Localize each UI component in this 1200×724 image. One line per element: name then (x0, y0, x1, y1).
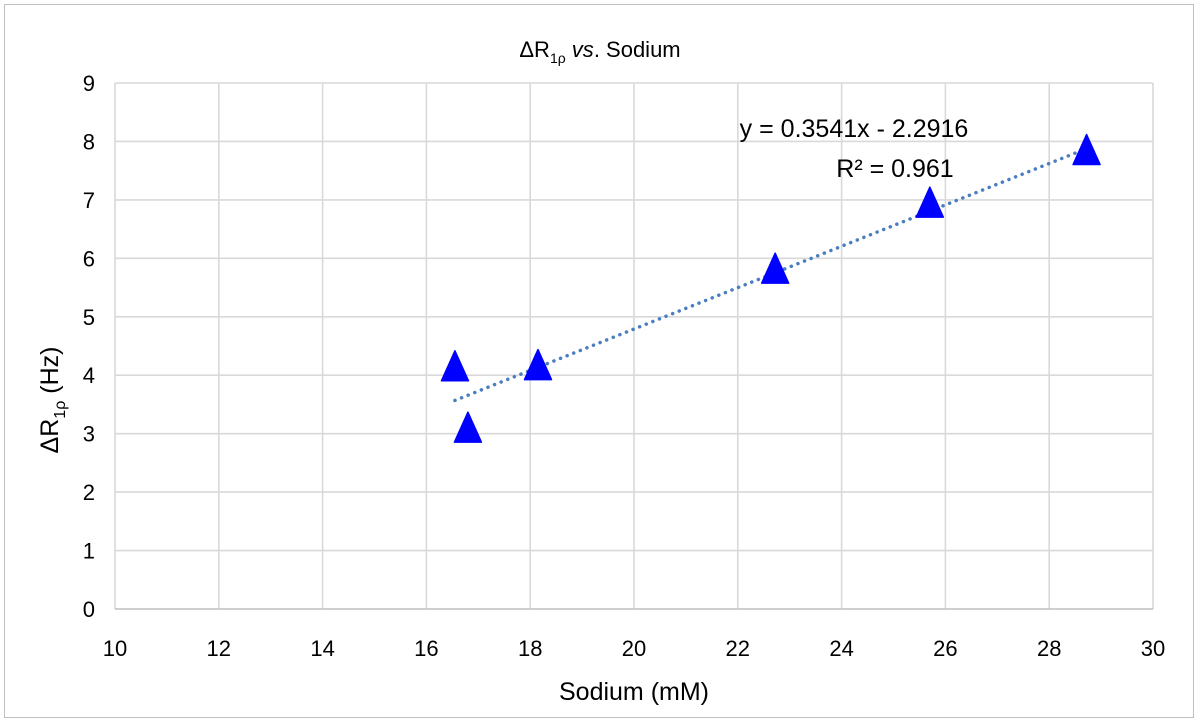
y-tick-label: 3 (83, 422, 95, 447)
y-tick-label: 5 (83, 305, 95, 330)
data-point (760, 252, 790, 284)
data-points (440, 133, 1101, 443)
data-point (440, 350, 470, 382)
y-tick-label: 8 (83, 129, 95, 154)
grid-lines (114, 82, 1154, 609)
title-prefix: ΔR (519, 37, 550, 62)
data-point (915, 186, 945, 218)
x-tick-label: 18 (518, 636, 542, 661)
chart-title: ΔR1ρ vs. Sodium (519, 37, 680, 66)
ylabel-prefix: ΔR (36, 419, 64, 454)
x-tick-label: 30 (1141, 636, 1165, 661)
title-subscript: 1ρ (550, 50, 566, 66)
y-tick-label: 2 (83, 480, 95, 505)
x-tick-label: 20 (622, 636, 646, 661)
x-tick-label: 26 (933, 636, 957, 661)
trendline-r-squared: R² = 0.961 (836, 155, 953, 183)
y-tick-label: 7 (83, 188, 95, 213)
ylabel-subscript: 1ρ (52, 401, 69, 419)
data-point (453, 411, 483, 443)
x-tick-label: 24 (829, 636, 853, 661)
data-point (1072, 133, 1101, 166)
x-tick-label: 28 (1037, 636, 1061, 661)
y-tick-label: 6 (83, 246, 95, 271)
x-tick-label: 22 (726, 636, 750, 661)
y-tick-label: 1 (83, 539, 95, 564)
data-point (523, 348, 553, 381)
y-tick-label: 4 (83, 363, 95, 388)
x-axis-label: Sodium (mM) (559, 678, 709, 706)
trendline-equation: y = 0.3541x - 2.2916 (740, 115, 969, 143)
y-axis-label: ΔR1ρ (Hz) (36, 347, 69, 454)
y-tick-label: 0 (83, 597, 95, 622)
ylabel-suffix: (Hz) (36, 347, 64, 401)
title-italic: vs (566, 37, 594, 62)
x-tick-label: 16 (414, 636, 438, 661)
x-tick-label: 14 (310, 636, 334, 661)
x-tick-label: 12 (207, 636, 231, 661)
y-tick-label: 9 (83, 71, 95, 96)
x-tick-label: 10 (103, 636, 127, 661)
title-suffix: . Sodium (594, 37, 681, 62)
chart-frame (4, 4, 1194, 718)
